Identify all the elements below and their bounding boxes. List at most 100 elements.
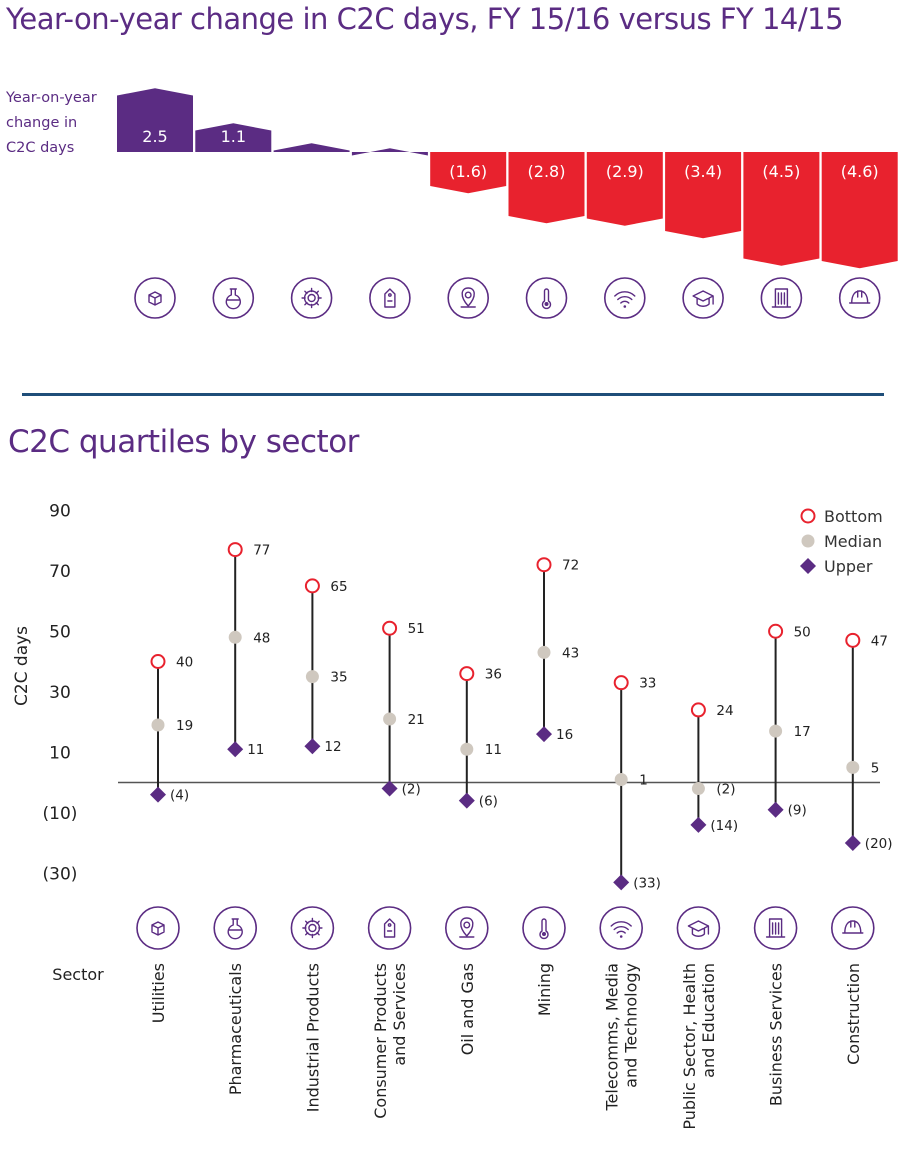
yoy-bar [665,152,742,239]
yoy-axis-label-line: Year-on-year [6,90,97,106]
legend-upper-label: Upper [824,557,873,576]
bottom-value-label: 36 [485,667,502,683]
yoy-bar-value-label: 2.5 [142,127,167,146]
upper-value-label: (20) [865,836,893,852]
icon-ring [367,906,412,950]
category-label: and Technology [622,963,641,1088]
category-label: Construction [844,963,863,1065]
icon-glyph [614,291,636,304]
median-point [151,718,165,732]
y-tick-label: 10 [49,743,71,763]
yoy-bar-value-label: 1.1 [221,127,246,146]
category-label: and Services [390,963,409,1066]
yoy-bar-value-label: (4.5) [762,162,800,181]
upper-point [613,874,630,891]
upper-value-label: 16 [556,727,573,743]
yoy-bar [195,123,272,152]
median-value-label: 1 [639,772,648,788]
yoy-bar-value-label: (2.8) [528,162,566,181]
price-tag-icon [369,277,411,319]
bottom-point [382,620,398,636]
category-label: Business Services [767,963,786,1106]
icon-ring [603,277,646,319]
map-pin-icon [444,906,489,950]
median-value-label: 35 [330,670,347,686]
section-divider [22,393,884,396]
x-axis-title: Sector [52,965,104,984]
y-tick-label: (30) [43,864,78,884]
median-value-label: 17 [794,724,811,740]
yoy-bar [273,143,350,152]
bottom-point [227,542,243,558]
category-label: Mining [535,963,554,1016]
yoy-bar [117,88,193,152]
hard-hat-icon [830,906,875,950]
median-value-label: 48 [253,630,270,646]
bottom-point [459,666,475,682]
upper-value-label: (6) [479,794,498,810]
upper-point [767,801,784,818]
bottom-value-label: 51 [408,621,425,637]
category-label: Pharmaceuticals [226,963,245,1095]
median-point [691,782,705,796]
yoy-bar [586,152,663,226]
y-tick-label: 70 [49,562,71,582]
upper-point [536,726,552,743]
upper-value-label: (14) [710,818,738,834]
icon-ring [525,277,568,319]
category-label: Oil and Gas [458,963,477,1055]
icon-glyph [765,918,786,938]
yoy-axis-label-line: change in [6,115,78,131]
wifi-icon [599,906,644,950]
median-value-label: (2) [716,782,735,798]
bottom-value-label: 50 [794,624,811,640]
category-label: Telecomms, Media [603,963,622,1112]
icon-glyph [302,917,323,939]
median-point [769,724,783,738]
building-icon [760,277,803,319]
icon-glyph [387,293,392,297]
icon-glyph [463,921,471,929]
upper-point [458,792,475,809]
icon-glyph [541,288,552,310]
y-tick-label: 30 [49,683,71,703]
box-icon [134,277,176,319]
bottom-value-label: 77 [253,543,270,559]
category-label: Utilities [149,963,168,1023]
icon-glyph [464,291,472,299]
yoy-bar [821,152,898,269]
icon-glyph [461,287,475,307]
yoy-bar-value-label: (2.9) [606,162,644,181]
bottom-value-label: 65 [330,579,347,595]
legend-median-label: Median [824,532,882,551]
icon-glyph [619,935,623,938]
median-point [614,772,628,786]
flask-icon [213,906,257,950]
upper-value-label: (33) [633,875,661,891]
icon-glyph [623,305,627,308]
icon-glyph [303,290,320,306]
icon-glyph [308,923,317,933]
icon-ring [838,277,881,319]
yoy-axis-label: Year-on-year change in C2C days [6,86,116,161]
icon-glyph [387,923,392,927]
upper-point [690,816,707,833]
map-pin-icon [447,277,490,319]
median-value-label: 19 [176,718,193,734]
icon-glyph [301,287,322,309]
icon-glyph [227,918,243,940]
category-label: Consumer Products [371,963,390,1119]
median-value-label: 5 [871,760,880,776]
y-tick-label: (10) [43,804,78,824]
median-point [305,670,319,684]
bottom-value-label: 72 [562,558,579,574]
icon-glyph [539,918,549,940]
bottom-point [845,632,861,648]
bottom-point [613,675,629,691]
upper-value-label: 11 [247,742,264,758]
icon-glyph [687,920,710,937]
icon-glyph [383,918,396,938]
upper-point [844,835,861,851]
icon-ring [290,277,333,319]
